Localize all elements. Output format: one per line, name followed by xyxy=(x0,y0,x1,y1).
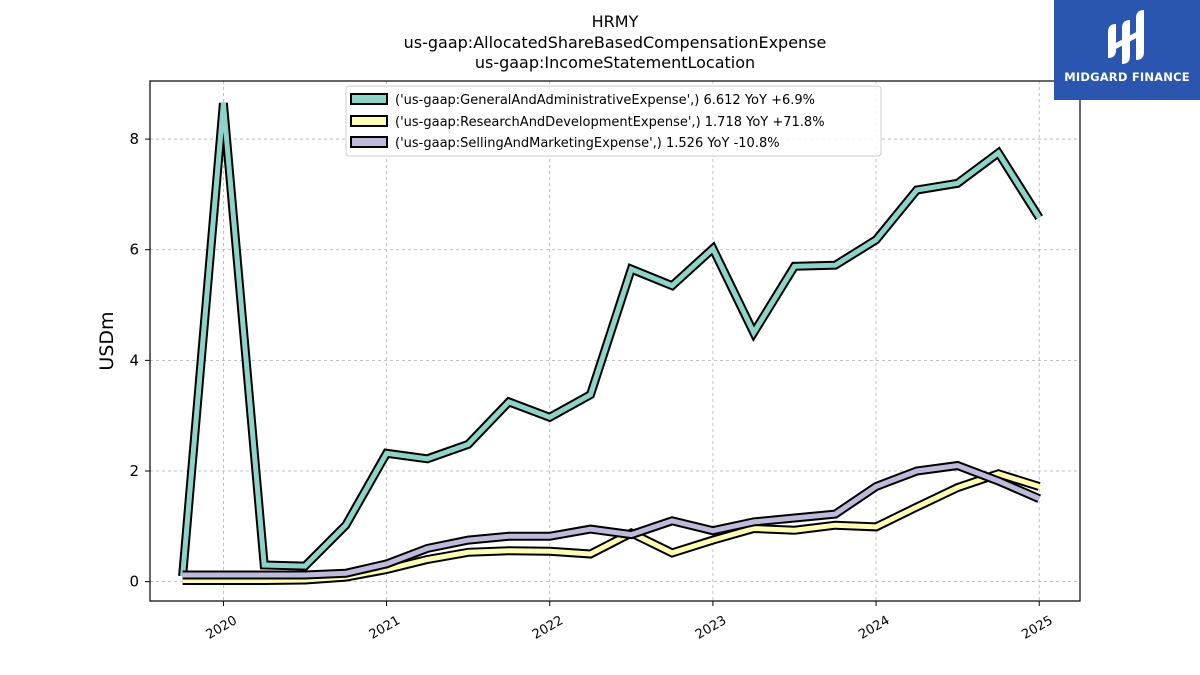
series-lines xyxy=(178,102,1044,585)
legend-box xyxy=(345,85,882,157)
midgard-logo-icon xyxy=(1108,10,1144,64)
legend-swatch-rd xyxy=(350,115,388,127)
series-line-2 xyxy=(182,462,1041,578)
legend-label-ga: ('us-gaap:GeneralAndAdministrativeExpens… xyxy=(395,93,815,108)
y-tick-label: 6 xyxy=(129,241,139,259)
chart-subtitle-line-2: us-gaap:IncomeStatementLocation xyxy=(475,53,755,72)
plot-frame xyxy=(149,80,1081,602)
legend-label-sm: ('us-gaap:SellingAndMarketingExpense',) … xyxy=(395,136,780,151)
brand-logo: MIDGARD FINANCE xyxy=(1054,0,1200,100)
legend: ('us-gaap:GeneralAndAdministrativeExpens… xyxy=(345,85,882,157)
chart-subtitle-line-1: us-gaap:AllocatedShareBasedCompensationE… xyxy=(404,33,827,52)
y-axis-label: USDm xyxy=(96,311,118,370)
legend-label-rd: ('us-gaap:ResearchAndDevelopmentExpense'… xyxy=(395,115,825,130)
y-tick-label: 2 xyxy=(129,462,139,480)
x-tick-label: 2024 xyxy=(856,613,892,643)
y-tick-label: 4 xyxy=(129,351,139,369)
y-tick-label: 0 xyxy=(129,573,139,591)
grid xyxy=(150,81,1080,601)
logo-text: MIDGARD FINANCE xyxy=(1064,70,1190,84)
x-tick-label: 2020 xyxy=(204,613,240,643)
chart-title: HRMY xyxy=(592,12,639,31)
x-tick-label: 2021 xyxy=(367,613,403,643)
y-tick-label: 8 xyxy=(129,130,139,148)
legend-swatch-sm xyxy=(350,136,388,148)
series-line-0 xyxy=(180,102,1042,577)
legend-swatch-ga xyxy=(350,93,388,105)
x-tick-label: 2022 xyxy=(530,613,566,643)
x-tick-label: 2023 xyxy=(693,613,729,643)
x-tick-label: 2025 xyxy=(1019,613,1055,643)
